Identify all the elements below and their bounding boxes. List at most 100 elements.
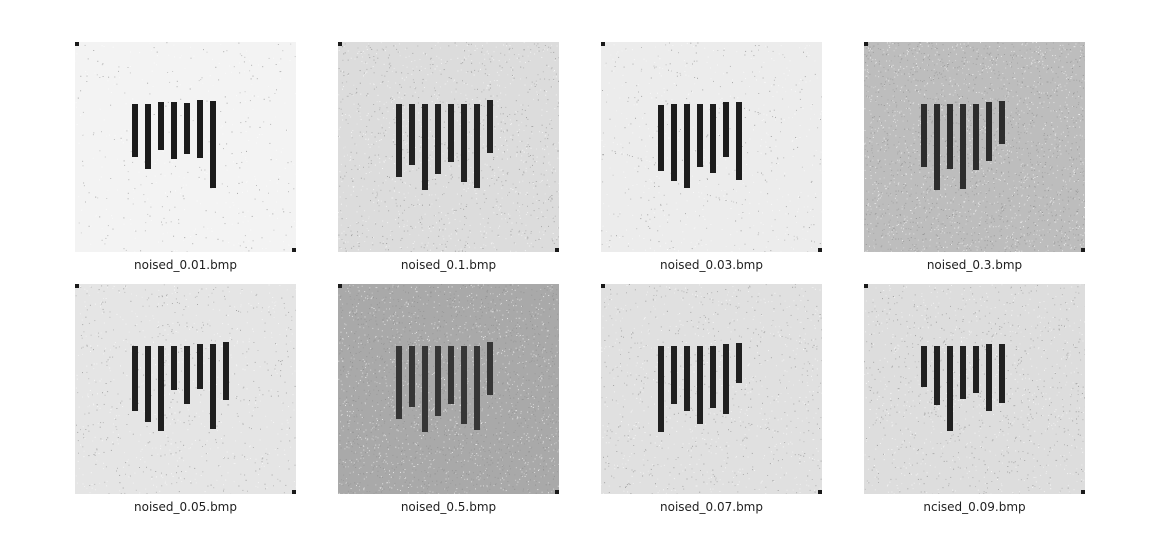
image-bar	[697, 346, 703, 424]
file-item[interactable]: noised_0.1.bmp	[338, 42, 559, 278]
corner-marker	[338, 42, 342, 46]
image-bar	[986, 344, 992, 411]
file-item[interactable]: noised_0.5.bmp	[338, 284, 559, 520]
image-bar	[697, 104, 703, 167]
bar-pattern	[921, 101, 1005, 190]
image-thumbnail[interactable]	[75, 284, 296, 494]
file-item[interactable]: ncised_0.09.bmp	[864, 284, 1085, 520]
thumbnail-image	[338, 284, 559, 494]
bar-pattern	[921, 344, 1005, 431]
file-item[interactable]: noised_0.3.bmp	[864, 42, 1085, 278]
image-bar	[934, 346, 940, 405]
file-name-label[interactable]: noised_0.1.bmp	[400, 258, 497, 272]
image-bar	[986, 102, 992, 161]
image-bar	[671, 346, 677, 404]
image-bar	[461, 346, 467, 424]
image-bar	[422, 346, 428, 432]
file-name-label[interactable]: noised_0.07.bmp	[660, 500, 763, 514]
file-item[interactable]: noised_0.03.bmp	[601, 42, 822, 278]
file-name-label[interactable]: noised_0.01.bmp	[134, 258, 237, 272]
image-bar	[448, 104, 454, 162]
image-bar	[197, 344, 203, 389]
file-name-label[interactable]: noised_0.3.bmp	[926, 258, 1023, 272]
bar-pattern	[658, 343, 742, 432]
corner-marker	[818, 490, 822, 494]
file-item[interactable]: noised_0.07.bmp	[601, 284, 822, 520]
corner-marker	[601, 42, 605, 46]
image-bar	[145, 346, 151, 422]
bar-pattern	[396, 100, 493, 190]
image-bar	[171, 346, 177, 390]
thumbnail-image	[75, 284, 296, 494]
noise-layer	[75, 284, 296, 494]
image-bar	[999, 101, 1005, 144]
image-thumbnail[interactable]	[75, 42, 296, 252]
image-bar	[934, 104, 940, 190]
image-bar	[171, 102, 177, 159]
image-bar	[671, 104, 677, 181]
image-bar	[396, 346, 402, 419]
image-bar	[710, 104, 716, 173]
image-bar	[658, 105, 664, 171]
image-bar	[409, 104, 415, 165]
thumbnail-image	[601, 42, 822, 252]
image-bar	[684, 104, 690, 188]
image-bar	[999, 344, 1005, 403]
image-bar	[487, 342, 493, 395]
image-bar	[973, 346, 979, 393]
image-bar	[158, 102, 164, 150]
image-bar	[960, 346, 966, 399]
image-bar	[960, 104, 966, 189]
image-thumbnail[interactable]	[338, 284, 559, 494]
image-thumbnail[interactable]	[601, 284, 822, 494]
corner-marker	[864, 284, 868, 288]
image-bar	[947, 346, 953, 431]
image-bar	[422, 104, 428, 190]
file-name-label[interactable]: noised_0.05.bmp	[134, 500, 237, 514]
corner-marker	[1081, 490, 1085, 494]
image-thumbnail[interactable]	[864, 284, 1085, 494]
image-bar	[197, 100, 203, 158]
image-bar	[684, 346, 690, 411]
file-item[interactable]: noised_0.05.bmp	[75, 284, 296, 520]
image-bar	[132, 104, 138, 157]
thumbnail-image	[864, 42, 1085, 252]
thumbnail-image	[75, 42, 296, 252]
image-bar	[736, 343, 742, 383]
image-thumbnail[interactable]	[601, 42, 822, 252]
noise-layer	[864, 42, 1085, 252]
bar-pattern	[132, 100, 216, 188]
noise-layer	[601, 42, 822, 252]
image-thumbnail[interactable]	[864, 42, 1085, 252]
image-bar	[723, 102, 729, 157]
file-name-label[interactable]: noised_0.03.bmp	[660, 258, 763, 272]
corner-marker	[864, 42, 868, 46]
corner-marker	[601, 284, 605, 288]
corner-marker	[555, 490, 559, 494]
image-bar	[723, 344, 729, 414]
file-name-label[interactable]: noised_0.5.bmp	[400, 500, 497, 514]
corner-marker	[338, 284, 342, 288]
image-bar	[921, 346, 927, 387]
image-bar	[158, 346, 164, 431]
corner-marker	[75, 42, 79, 46]
image-bar	[710, 346, 716, 408]
image-bar	[973, 104, 979, 170]
corner-marker	[1081, 248, 1085, 252]
image-thumbnail[interactable]	[338, 42, 559, 252]
image-bar	[947, 104, 953, 169]
image-bar	[210, 101, 216, 188]
image-bar	[132, 346, 138, 411]
image-bar	[474, 346, 480, 430]
image-bar	[921, 104, 927, 167]
noise-layer	[338, 42, 559, 252]
file-item[interactable]: noised_0.01.bmp	[75, 42, 296, 278]
image-bar	[487, 100, 493, 153]
image-bar	[223, 342, 229, 400]
image-bar	[396, 104, 402, 177]
corner-marker	[75, 284, 79, 288]
image-bar	[184, 346, 190, 404]
image-bar	[409, 346, 415, 407]
file-name-label[interactable]: ncised_0.09.bmp	[923, 500, 1026, 514]
